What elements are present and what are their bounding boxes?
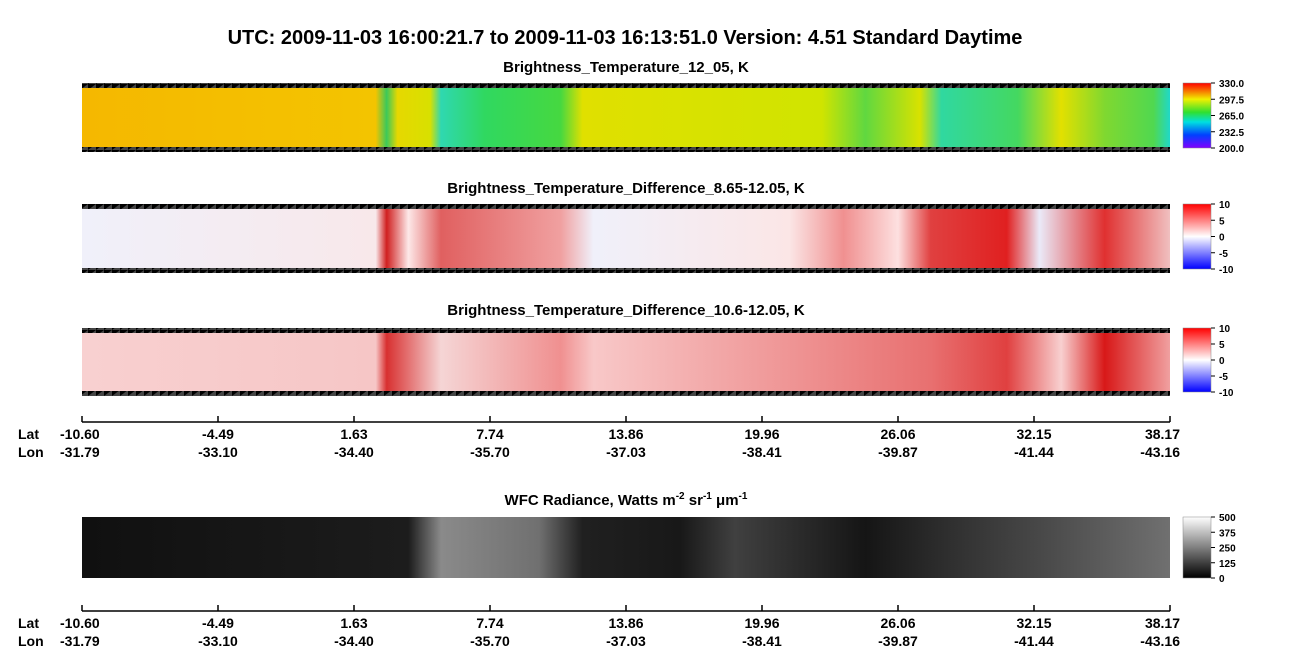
lon-label: -34.40 bbox=[334, 444, 374, 460]
lon-label: -35.70 bbox=[470, 633, 510, 649]
lat-label: 7.74 bbox=[476, 426, 503, 442]
lat-label: -10.60 bbox=[60, 426, 100, 442]
colorbar-label: -5 bbox=[1219, 249, 1228, 260]
lat-label: 13.86 bbox=[608, 615, 643, 631]
colorbar-label: 297.5 bbox=[1219, 95, 1244, 106]
lat-label: 19.96 bbox=[744, 615, 779, 631]
lat-label: -4.49 bbox=[202, 426, 234, 442]
lat-label: 26.06 bbox=[880, 615, 915, 631]
colorbar-label: 125 bbox=[1219, 559, 1236, 570]
panel-title: Brightness_Temperature_Difference_10.6-1… bbox=[447, 302, 805, 319]
lat-label: 7.74 bbox=[476, 615, 503, 631]
colorbar-label: 10 bbox=[1219, 324, 1231, 335]
lat-label: 1.63 bbox=[340, 426, 367, 442]
swath-edge bbox=[82, 328, 1170, 333]
lon-label: -41.44 bbox=[1014, 633, 1054, 649]
colorbar-label: 232.5 bbox=[1219, 128, 1244, 139]
swath-image bbox=[82, 83, 1170, 152]
lon-label: -39.87 bbox=[878, 444, 918, 460]
lat-label: 32.15 bbox=[1016, 426, 1051, 442]
colorbar-label: 200.0 bbox=[1219, 144, 1244, 155]
lat-label: -4.49 bbox=[202, 615, 234, 631]
title-part: -1 bbox=[703, 491, 712, 502]
colorbar-label: 500 bbox=[1219, 513, 1236, 524]
main-title: UTC: 2009-11-03 16:00:21.7 to 2009-11-03… bbox=[228, 27, 1023, 49]
colorbar-label: 5 bbox=[1219, 340, 1225, 351]
swath-edge bbox=[82, 268, 1170, 273]
panel-title: Brightness_Temperature_Difference_8.65-1… bbox=[447, 180, 805, 197]
colorbar bbox=[1182, 82, 1212, 149]
lat-label: -10.60 bbox=[60, 615, 100, 631]
lat-label: 38.17 bbox=[1145, 615, 1180, 631]
colorbar-label: 5 bbox=[1219, 216, 1225, 227]
colorbar-label: 0 bbox=[1219, 233, 1225, 244]
lon-label: -37.03 bbox=[606, 633, 646, 649]
lon-label: -33.10 bbox=[198, 444, 238, 460]
lat-label: 19.96 bbox=[744, 426, 779, 442]
lat-name: Lat bbox=[18, 426, 39, 442]
colorbar bbox=[1182, 327, 1212, 393]
title-part: -1 bbox=[739, 491, 748, 502]
title-part: μm bbox=[712, 492, 739, 509]
lon-name: Lon bbox=[18, 444, 44, 460]
lat-label: 26.06 bbox=[880, 426, 915, 442]
lat-name: Lat bbox=[18, 615, 39, 631]
title-part: WFC Radiance, Watts m bbox=[505, 492, 676, 509]
lon-label: -43.16 bbox=[1140, 444, 1180, 460]
colorbar-label: 265.0 bbox=[1219, 112, 1244, 123]
colorbar-label: 250 bbox=[1219, 544, 1236, 555]
swath-edge bbox=[82, 204, 1170, 209]
title-part: sr bbox=[685, 492, 704, 509]
lon-label: -35.70 bbox=[470, 444, 510, 460]
swath-image bbox=[82, 517, 1170, 578]
colorbar-label: -10 bbox=[1219, 388, 1234, 399]
colorbar-label: -5 bbox=[1219, 372, 1228, 383]
colorbar-label: 0 bbox=[1219, 356, 1225, 367]
lon-label: -34.40 bbox=[334, 633, 374, 649]
swath-edge bbox=[82, 83, 1170, 88]
panel-title: WFC Radiance, Watts m-2 sr-1 μm-1 bbox=[505, 491, 748, 509]
swath-edge bbox=[82, 147, 1170, 152]
colorbar-label: 0 bbox=[1219, 574, 1225, 585]
panel-title: Brightness_Temperature_12_05, K bbox=[503, 59, 749, 76]
colorbar-label: 10 bbox=[1219, 200, 1231, 211]
lon-label: -33.10 bbox=[198, 633, 238, 649]
lat-label: 1.63 bbox=[340, 615, 367, 631]
lat-label: 13.86 bbox=[608, 426, 643, 442]
colorbar bbox=[1182, 203, 1212, 270]
lon-label: -38.41 bbox=[742, 633, 782, 649]
colorbar-label: 330.0 bbox=[1219, 79, 1244, 90]
swath-edge bbox=[82, 391, 1170, 396]
lon-label: -38.41 bbox=[742, 444, 782, 460]
colorbar bbox=[1182, 516, 1212, 579]
lon-label: -31.79 bbox=[60, 444, 100, 460]
title-part: -2 bbox=[676, 491, 685, 502]
swath-image bbox=[82, 328, 1170, 396]
lon-label: -39.87 bbox=[878, 633, 918, 649]
lon-label: -31.79 bbox=[60, 633, 100, 649]
lon-name: Lon bbox=[18, 633, 44, 649]
lat-label: 38.17 bbox=[1145, 426, 1180, 442]
colorbar-label: -10 bbox=[1219, 265, 1234, 276]
swath-image bbox=[82, 204, 1170, 273]
lon-label: -43.16 bbox=[1140, 633, 1180, 649]
lon-label: -41.44 bbox=[1014, 444, 1054, 460]
lat-label: 32.15 bbox=[1016, 615, 1051, 631]
colorbar-label: 375 bbox=[1219, 528, 1236, 539]
lon-label: -37.03 bbox=[606, 444, 646, 460]
